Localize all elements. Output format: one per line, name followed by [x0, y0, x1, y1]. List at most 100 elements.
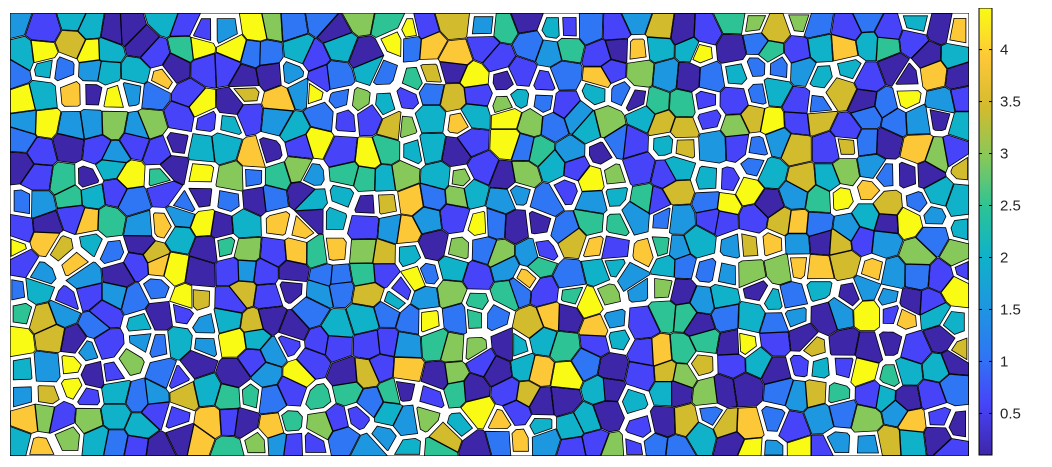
- grain: [374, 163, 396, 192]
- grain: [740, 104, 765, 134]
- grain: [417, 229, 449, 262]
- grain: [871, 230, 904, 259]
- grain: [419, 132, 447, 165]
- grain: [511, 133, 535, 162]
- grain: [192, 289, 210, 311]
- grain: [940, 349, 969, 376]
- grain: [439, 61, 468, 84]
- grain: [829, 228, 853, 256]
- grain: [188, 187, 213, 208]
- grain: [621, 200, 650, 236]
- grain: [52, 133, 85, 164]
- grain: [895, 62, 919, 85]
- colorbar-tick-label: 2.5: [1000, 198, 1021, 215]
- grain: [692, 44, 713, 64]
- grain: [56, 205, 86, 235]
- grain: [531, 428, 561, 456]
- grain: [190, 209, 215, 237]
- grain: [60, 377, 83, 400]
- grain: [169, 381, 200, 412]
- grain: [898, 237, 938, 265]
- grain: [261, 13, 283, 43]
- grain: [720, 166, 740, 192]
- grain: [837, 138, 856, 155]
- grain: [302, 163, 325, 186]
- colorbar-ticks: 0.5 1 1.5 2 2.5 3 3.5 4: [979, 42, 1021, 422]
- grain: [910, 40, 942, 69]
- grain: [947, 111, 969, 142]
- grain: [808, 229, 832, 256]
- grain: [788, 14, 810, 33]
- grain: [510, 88, 530, 109]
- grain: [855, 31, 878, 62]
- grain: [49, 161, 76, 196]
- grain: [895, 385, 922, 411]
- grain: [482, 42, 517, 73]
- grain: [605, 213, 630, 237]
- grain: [490, 255, 520, 282]
- grain: [444, 361, 470, 385]
- grain: [511, 304, 544, 339]
- grain: [120, 13, 147, 48]
- grain: [29, 231, 61, 258]
- grain: [745, 346, 773, 380]
- grain: [557, 37, 586, 64]
- colorbar-tick-label: 3: [1000, 146, 1008, 163]
- grain: [779, 281, 809, 309]
- grain: [766, 206, 792, 237]
- grain-layer: [10, 13, 969, 456]
- grain: [622, 151, 656, 186]
- grain: [828, 297, 854, 331]
- grain: [897, 408, 927, 433]
- grain: [325, 237, 347, 261]
- grain: [10, 426, 32, 456]
- grain: [652, 57, 679, 93]
- grain: [282, 33, 315, 65]
- grain: [829, 250, 862, 282]
- grain: [354, 194, 375, 214]
- grain: [490, 108, 523, 130]
- grain: [832, 212, 860, 242]
- grain: [942, 134, 969, 168]
- grain: [357, 104, 383, 137]
- grain: [10, 126, 38, 153]
- grain: [78, 340, 99, 362]
- grain: [116, 159, 146, 189]
- colorbar: 0.5 1 1.5 2 2.5 3 3.5 4: [978, 8, 1021, 456]
- grain: [446, 412, 474, 437]
- grain: [653, 135, 674, 156]
- grain: [441, 303, 468, 335]
- grain: [456, 128, 490, 158]
- grain: [710, 283, 741, 309]
- grain: [649, 254, 676, 278]
- grain: [789, 354, 809, 378]
- grain: [653, 359, 677, 382]
- grain: [143, 13, 179, 39]
- grain: [394, 331, 422, 358]
- grain: [144, 357, 178, 389]
- grain: [165, 205, 196, 228]
- grain: [228, 280, 257, 309]
- grain: [29, 261, 57, 285]
- grain: [854, 331, 884, 364]
- grain: [563, 155, 591, 182]
- grain: [241, 383, 260, 409]
- grain: [832, 158, 861, 187]
- grain: [88, 299, 124, 329]
- grain: [898, 161, 917, 189]
- grain: [562, 17, 577, 37]
- grain: [875, 163, 894, 187]
- grain: [832, 187, 854, 211]
- grain: [214, 383, 241, 410]
- grain: [34, 59, 53, 79]
- grain: [831, 34, 859, 62]
- grain: [735, 176, 765, 207]
- grain: [763, 77, 794, 108]
- grain: [304, 431, 327, 453]
- grain: [676, 61, 701, 93]
- grain: [396, 87, 420, 110]
- grain: [950, 156, 968, 181]
- grain: [419, 160, 451, 190]
- grain: [695, 90, 717, 110]
- grain: [250, 362, 283, 388]
